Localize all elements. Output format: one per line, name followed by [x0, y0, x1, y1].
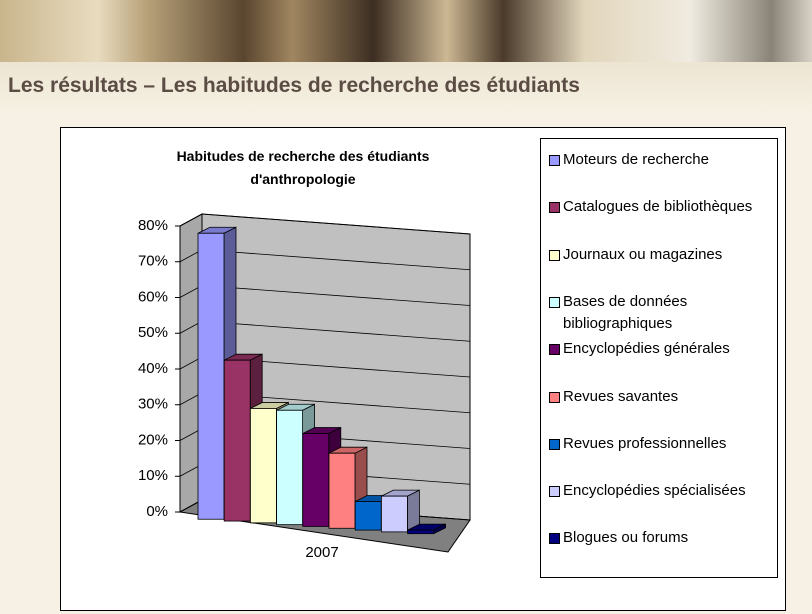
y-tick-label: 0% [146, 503, 168, 520]
bar [381, 496, 407, 532]
legend-swatch [549, 202, 560, 213]
legend-item: Encyclopédies spécialisées [549, 480, 788, 502]
legend-swatch [549, 533, 560, 544]
legend-label: Revues professionnelles [563, 435, 726, 452]
legend-label: Bases de données bibliographiques [563, 293, 687, 332]
y-tick-label: 50% [138, 324, 168, 341]
y-tick-label: 70% [138, 253, 168, 270]
bar [277, 410, 303, 524]
legend-label: Moteurs de recherche [563, 151, 709, 168]
y-tick-label: 20% [138, 431, 168, 448]
legend-item: Encyclopédies générales [549, 338, 788, 360]
legend-swatch [549, 297, 560, 308]
legend-item: Bases de données bibliographiques [549, 291, 788, 335]
legend-swatch [549, 392, 560, 403]
bar [408, 530, 434, 534]
bar [198, 233, 224, 519]
chart-title: Habitudes de recherche des étudiants d'a… [168, 145, 438, 191]
bar [329, 453, 355, 528]
y-tick-label: 80% [138, 217, 168, 234]
legend-item: Journaux ou magazines [549, 244, 788, 266]
legend-item: Catalogues de bibliothèques [549, 196, 788, 218]
y-tick-label: 10% [138, 467, 168, 484]
bar [355, 501, 381, 530]
slide: Les résultats – Les habitudes de recherc… [0, 0, 812, 614]
legend-swatch [549, 250, 560, 261]
bar [303, 434, 329, 527]
legend-label: Encyclopédies spécialisées [563, 482, 746, 499]
legend-label: Blogues ou forums [563, 529, 688, 546]
y-tick-label: 40% [138, 360, 168, 377]
bar [250, 408, 276, 522]
legend-item: Blogues ou forums [549, 527, 788, 549]
legend-label: Journaux ou magazines [563, 246, 722, 263]
legend-label: Encyclopédies générales [563, 340, 730, 357]
legend-swatch [549, 344, 560, 355]
legend-item: Revues savantes [549, 386, 788, 408]
legend-swatch [549, 486, 560, 497]
legend-item: Revues professionnelles [549, 433, 788, 455]
x-tick-label: 2007 [305, 544, 338, 561]
legend-swatch [549, 155, 560, 166]
legend: Moteurs de recherche Catalogues de biblio… [540, 138, 778, 578]
legend-label: Catalogues de bibliothèques [563, 198, 752, 215]
legend-swatch [549, 439, 560, 450]
bar [224, 360, 250, 521]
legend-item: Moteurs de recherche [549, 149, 788, 171]
y-tick-label: 60% [138, 288, 168, 305]
y-tick-label: 30% [138, 396, 168, 413]
legend-label: Revues savantes [563, 388, 678, 405]
